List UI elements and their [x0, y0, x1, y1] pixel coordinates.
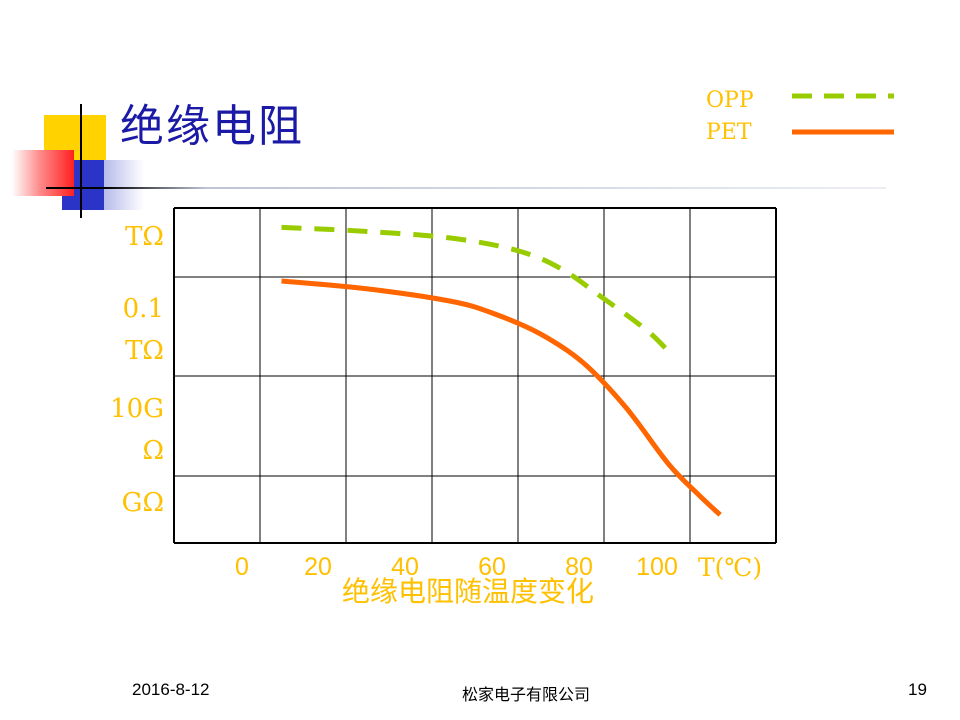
footer-company: 松家电子有限公司: [462, 685, 591, 704]
chart-series: [281, 224, 722, 517]
series-line-pet: [281, 278, 722, 517]
legend-swatches: [792, 93, 894, 135]
y-tick-label-0-1-tohm: 0.1 TΩ: [122, 294, 164, 366]
chart-caption: 绝缘电阻随温度变化: [342, 575, 595, 608]
x-tick-label-40: 40: [391, 553, 419, 581]
y-tick-label-gohm: GΩ: [121, 488, 164, 518]
title-vertical-rule: [80, 104, 82, 218]
footer-date: 2016-8-12: [132, 680, 210, 699]
x-tick-label-20: 20: [304, 553, 332, 581]
x-tick-label-60: 60: [478, 553, 506, 581]
legend-label-opp: OPP: [706, 88, 754, 113]
page-title: 绝缘电阻: [120, 101, 304, 152]
x-tick-label-0: 0: [235, 553, 249, 581]
chart-grid: [173, 207, 777, 544]
title-decoration-fade: [104, 160, 144, 210]
y-tick-label-tohm: TΩ: [125, 222, 164, 252]
x-tick-label-100: 100: [636, 553, 678, 581]
x-axis-unit-label: T(℃): [698, 553, 763, 582]
x-tick-label-80: 80: [565, 553, 593, 581]
y-tick-label-10g-ohm: 10G Ω: [110, 394, 164, 466]
page-number: 19: [908, 680, 927, 699]
legend-label-pet: PET: [706, 120, 752, 145]
title-underline-rule: [46, 187, 886, 189]
series-line-opp: [281, 224, 671, 354]
